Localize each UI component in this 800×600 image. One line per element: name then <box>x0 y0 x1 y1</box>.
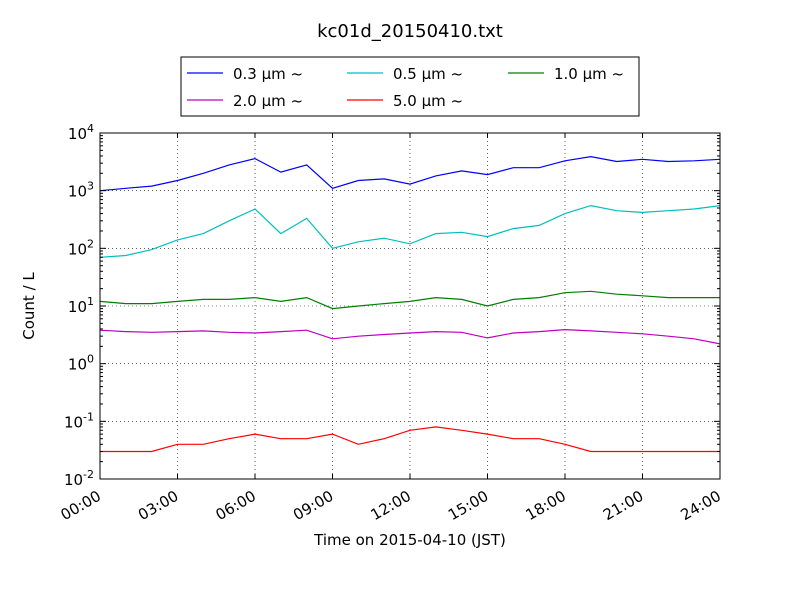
chart-title: kc01d_20150410.txt <box>317 21 503 42</box>
x-axis-ticks: 00:00 03:00 06:00 09:00 12:00 15:00 18:00 21:00… <box>58 133 724 524</box>
y-axis-label: Count / L <box>20 272 38 340</box>
legend-label: 2.0 μm ~ <box>233 92 303 110</box>
x-tick-label: 06:00 <box>213 487 259 524</box>
x-tick-label: 24:00 <box>678 487 724 524</box>
x-tick-label: 00:00 <box>58 487 104 524</box>
y-tick-label: 10-1 <box>64 410 94 431</box>
y-tick-label: 104 <box>68 122 94 143</box>
x-tick-label: 15:00 <box>445 487 491 524</box>
legend-label: 0.5 μm ~ <box>393 65 463 83</box>
y-axis-ticks: 104 103 102 101 100 10-1 10-2 <box>64 122 720 489</box>
legend-box <box>180 56 640 117</box>
grid <box>100 133 720 479</box>
y-tick-label: 101 <box>68 295 94 316</box>
series-line-1 <box>99 204 721 258</box>
y-tick-label: 102 <box>68 237 94 258</box>
series-line-2 <box>99 290 720 310</box>
legend-label: 5.0 μm ~ <box>393 92 463 110</box>
y-tick-label: 103 <box>68 180 94 201</box>
x-tick-label: 21:00 <box>600 487 646 524</box>
x-axis-label: Time on 2015-04-10 (JST) <box>313 531 506 549</box>
legend: 0.3 μm ~ 0.5 μm ~ 1.0 μm ~ 2.0 μm ~ 5.0 μm ~ <box>180 56 640 117</box>
series-layer <box>99 155 721 453</box>
series-line-0 <box>99 155 721 192</box>
x-tick-label: 18:00 <box>523 487 569 524</box>
series-line-3 <box>99 328 721 345</box>
series-line-4 <box>100 426 720 453</box>
x-tick-label: 12:00 <box>368 487 414 524</box>
x-tick-label: 03:00 <box>135 487 181 524</box>
y-tick-label: 100 <box>68 353 94 374</box>
x-tick-label: 09:00 <box>290 487 336 524</box>
legend-label: 0.3 μm ~ <box>233 65 303 83</box>
y-tick-label: 10-2 <box>64 468 94 489</box>
legend-items: 0.3 μm ~ 0.5 μm ~ 1.0 μm ~ 2.0 μm ~ 5.0 μm ~ <box>187 65 624 110</box>
legend-label: 1.0 μm ~ <box>554 65 624 83</box>
